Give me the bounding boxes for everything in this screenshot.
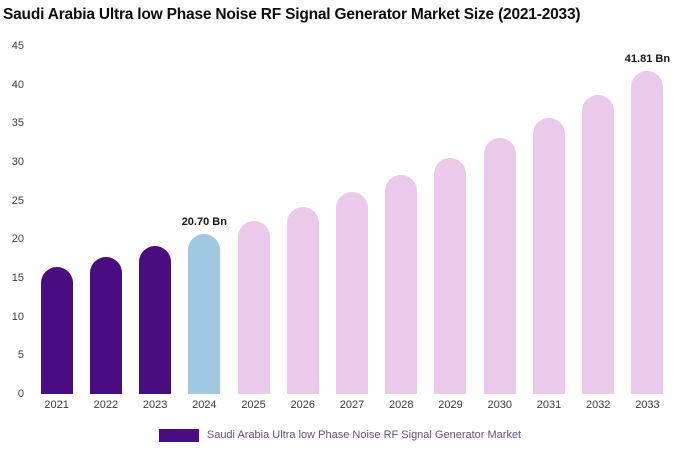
bar-value-label: 20.70 Bn xyxy=(181,215,227,228)
x-tick-label: 2023 xyxy=(142,399,168,411)
x-tick-label: 2026 xyxy=(290,399,316,411)
legend-swatch xyxy=(158,428,199,442)
bar-column-2029 xyxy=(426,46,475,394)
bar-2025 xyxy=(237,220,270,394)
x-tick-label: 2022 xyxy=(93,399,119,411)
bar-column-2031 xyxy=(524,46,573,394)
bar-column-2032 xyxy=(574,46,623,394)
x-tick-label: 2032 xyxy=(585,399,611,411)
legend-label: Saudi Arabia Ultra low Phase Noise RF Si… xyxy=(206,429,522,441)
bar-column-2028 xyxy=(377,46,426,394)
bar-2027 xyxy=(336,191,369,394)
bar-2026 xyxy=(286,206,319,394)
x-tick-label: 2028 xyxy=(389,399,414,411)
bar-2024 xyxy=(188,233,221,394)
bar-2022 xyxy=(89,257,122,394)
x-tick-label: 2031 xyxy=(536,399,562,411)
bar-2031 xyxy=(532,117,565,394)
bar-2030 xyxy=(483,138,516,394)
bar-2033 xyxy=(631,70,664,394)
y-tick-label: 30 xyxy=(11,156,24,168)
plot-area: 20.70 Bn 41.81 Bn xyxy=(32,46,672,394)
bar-2023 xyxy=(139,245,172,394)
x-axis: 2021 2022 2023 2024 2025 2026 2027 2028 2029 2030… xyxy=(32,399,672,414)
y-tick-label: 25 xyxy=(11,194,24,207)
y-tick-label: 20 xyxy=(11,233,24,246)
legend: Saudi Arabia Ultra low Phase Noise RF Si… xyxy=(0,426,680,444)
chart-title: Saudi Arabia Ultra low Phase Noise RF Si… xyxy=(3,6,581,23)
bar-column-2023 xyxy=(130,46,179,394)
x-tick-label: 2033 xyxy=(635,399,660,411)
x-tick-label: 2029 xyxy=(438,399,463,411)
bar-2032 xyxy=(582,95,615,394)
bar-column-2027 xyxy=(327,46,376,394)
bar-column-2026 xyxy=(278,46,327,394)
x-tick-label: 2027 xyxy=(339,399,365,411)
y-tick-label: 35 xyxy=(11,117,24,130)
y-axis: 0 5 10 15 20 25 30 35 40 45 xyxy=(0,40,28,400)
bar-value-label: 41.81 Bn xyxy=(624,52,671,65)
x-tick-label: 2024 xyxy=(192,399,217,411)
bar-column-2022 xyxy=(81,46,130,394)
bar-2028 xyxy=(385,175,418,394)
y-tick-label: 15 xyxy=(11,272,24,284)
bar-column-2025 xyxy=(229,46,278,394)
y-tick-label: 10 xyxy=(11,310,24,323)
bar-column-2033: 41.81 Bn xyxy=(623,46,672,394)
x-tick-label: 2025 xyxy=(241,399,266,411)
y-tick-label: 0 xyxy=(17,388,24,400)
bar-2021 xyxy=(40,267,73,394)
x-tick-label: 2021 xyxy=(44,399,69,411)
bar-2029 xyxy=(434,157,467,394)
y-tick-label: 5 xyxy=(17,349,24,362)
y-tick-label: 40 xyxy=(11,78,24,91)
bar-column-2021 xyxy=(32,46,81,394)
y-tick-label: 45 xyxy=(11,40,24,52)
x-tick-label: 2030 xyxy=(487,399,512,411)
bar-column-2030 xyxy=(475,46,524,394)
bar-column-2024: 20.70 Bn xyxy=(180,46,229,394)
